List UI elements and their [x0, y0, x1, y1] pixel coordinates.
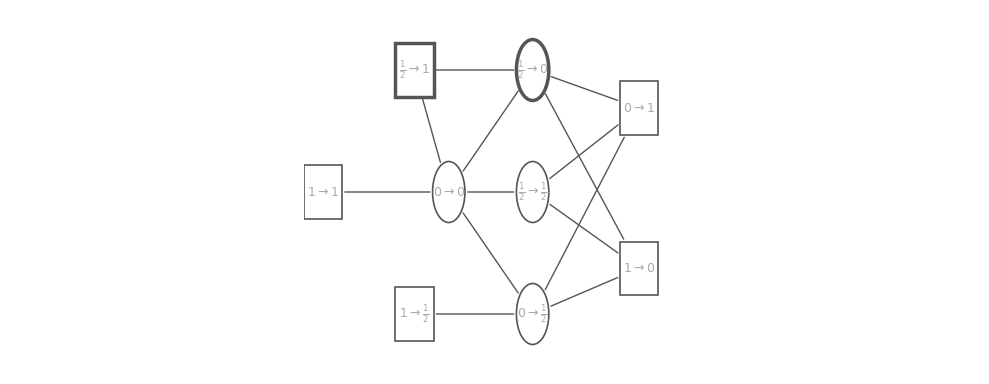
Text: $0 \to \frac{1}{2}$: $0 \to \frac{1}{2}$ — [517, 303, 548, 325]
Ellipse shape — [516, 283, 549, 344]
FancyBboxPatch shape — [304, 166, 342, 218]
Text: $\frac{1}{2} \to \frac{1}{2}$: $\frac{1}{2} \to \frac{1}{2}$ — [517, 181, 548, 203]
Text: $0 \to 0$: $0 \to 0$ — [432, 185, 465, 199]
Text: $1 \to \frac{1}{2}$: $1 \to \frac{1}{2}$ — [399, 303, 430, 325]
Text: $1 \to 0$: $1 \to 0$ — [623, 262, 656, 275]
Ellipse shape — [516, 40, 549, 101]
Text: $\frac{1}{2} \to 0$: $\frac{1}{2} \to 0$ — [517, 59, 549, 81]
Text: $0 \to 1$: $0 \to 1$ — [623, 102, 656, 115]
FancyBboxPatch shape — [620, 81, 659, 135]
FancyBboxPatch shape — [396, 43, 433, 97]
Ellipse shape — [432, 162, 465, 222]
Text: $\frac{1}{2} \to 1$: $\frac{1}{2} \to 1$ — [399, 59, 430, 81]
FancyBboxPatch shape — [620, 242, 659, 295]
Ellipse shape — [516, 162, 549, 222]
Text: $1 \to 1$: $1 \to 1$ — [307, 185, 339, 199]
FancyBboxPatch shape — [396, 287, 433, 341]
